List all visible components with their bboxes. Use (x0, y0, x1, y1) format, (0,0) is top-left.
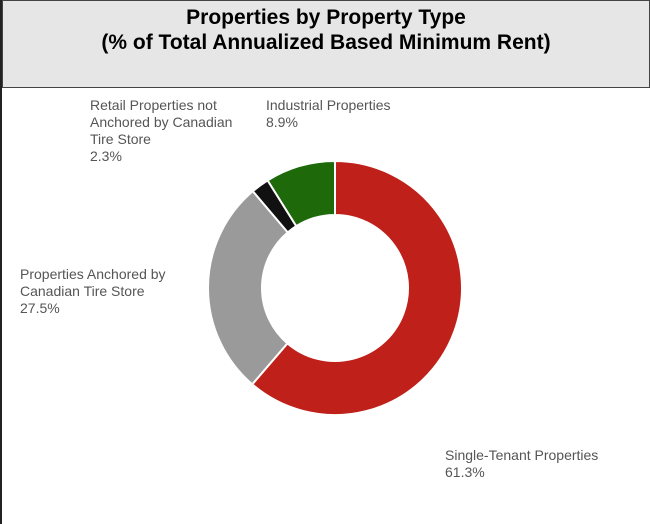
category-label: Single-Tenant Properties (445, 447, 599, 463)
slice-label: Properties Anchored by Canadian Tire Sto… (20, 266, 170, 317)
slice (207, 189, 290, 386)
value-label: 27.5% (20, 300, 60, 316)
slice-label: Single-Tenant Properties 61.3% (445, 447, 645, 481)
category-label: Properties Anchored by Canadian Tire Sto… (20, 266, 166, 299)
slice-label: Industrial Properties 8.9% (266, 97, 466, 131)
chart-subtitle: (% of Total Annualized Based Minimum Ren… (101, 31, 551, 54)
value-label: 2.3% (90, 148, 122, 164)
chart-title: Properties by Property Type (186, 6, 466, 29)
slice-label: Retail Properties not Anchored by Canadi… (90, 97, 240, 165)
value-label: 61.3% (445, 464, 485, 480)
category-label: Retail Properties not Anchored by Canadi… (90, 97, 233, 147)
slice (266, 159, 336, 228)
category-label: Industrial Properties (266, 97, 391, 113)
value-label: 8.9% (266, 114, 298, 130)
slice (250, 159, 463, 416)
header: Properties by Property Type (% of Total … (2, 0, 650, 88)
